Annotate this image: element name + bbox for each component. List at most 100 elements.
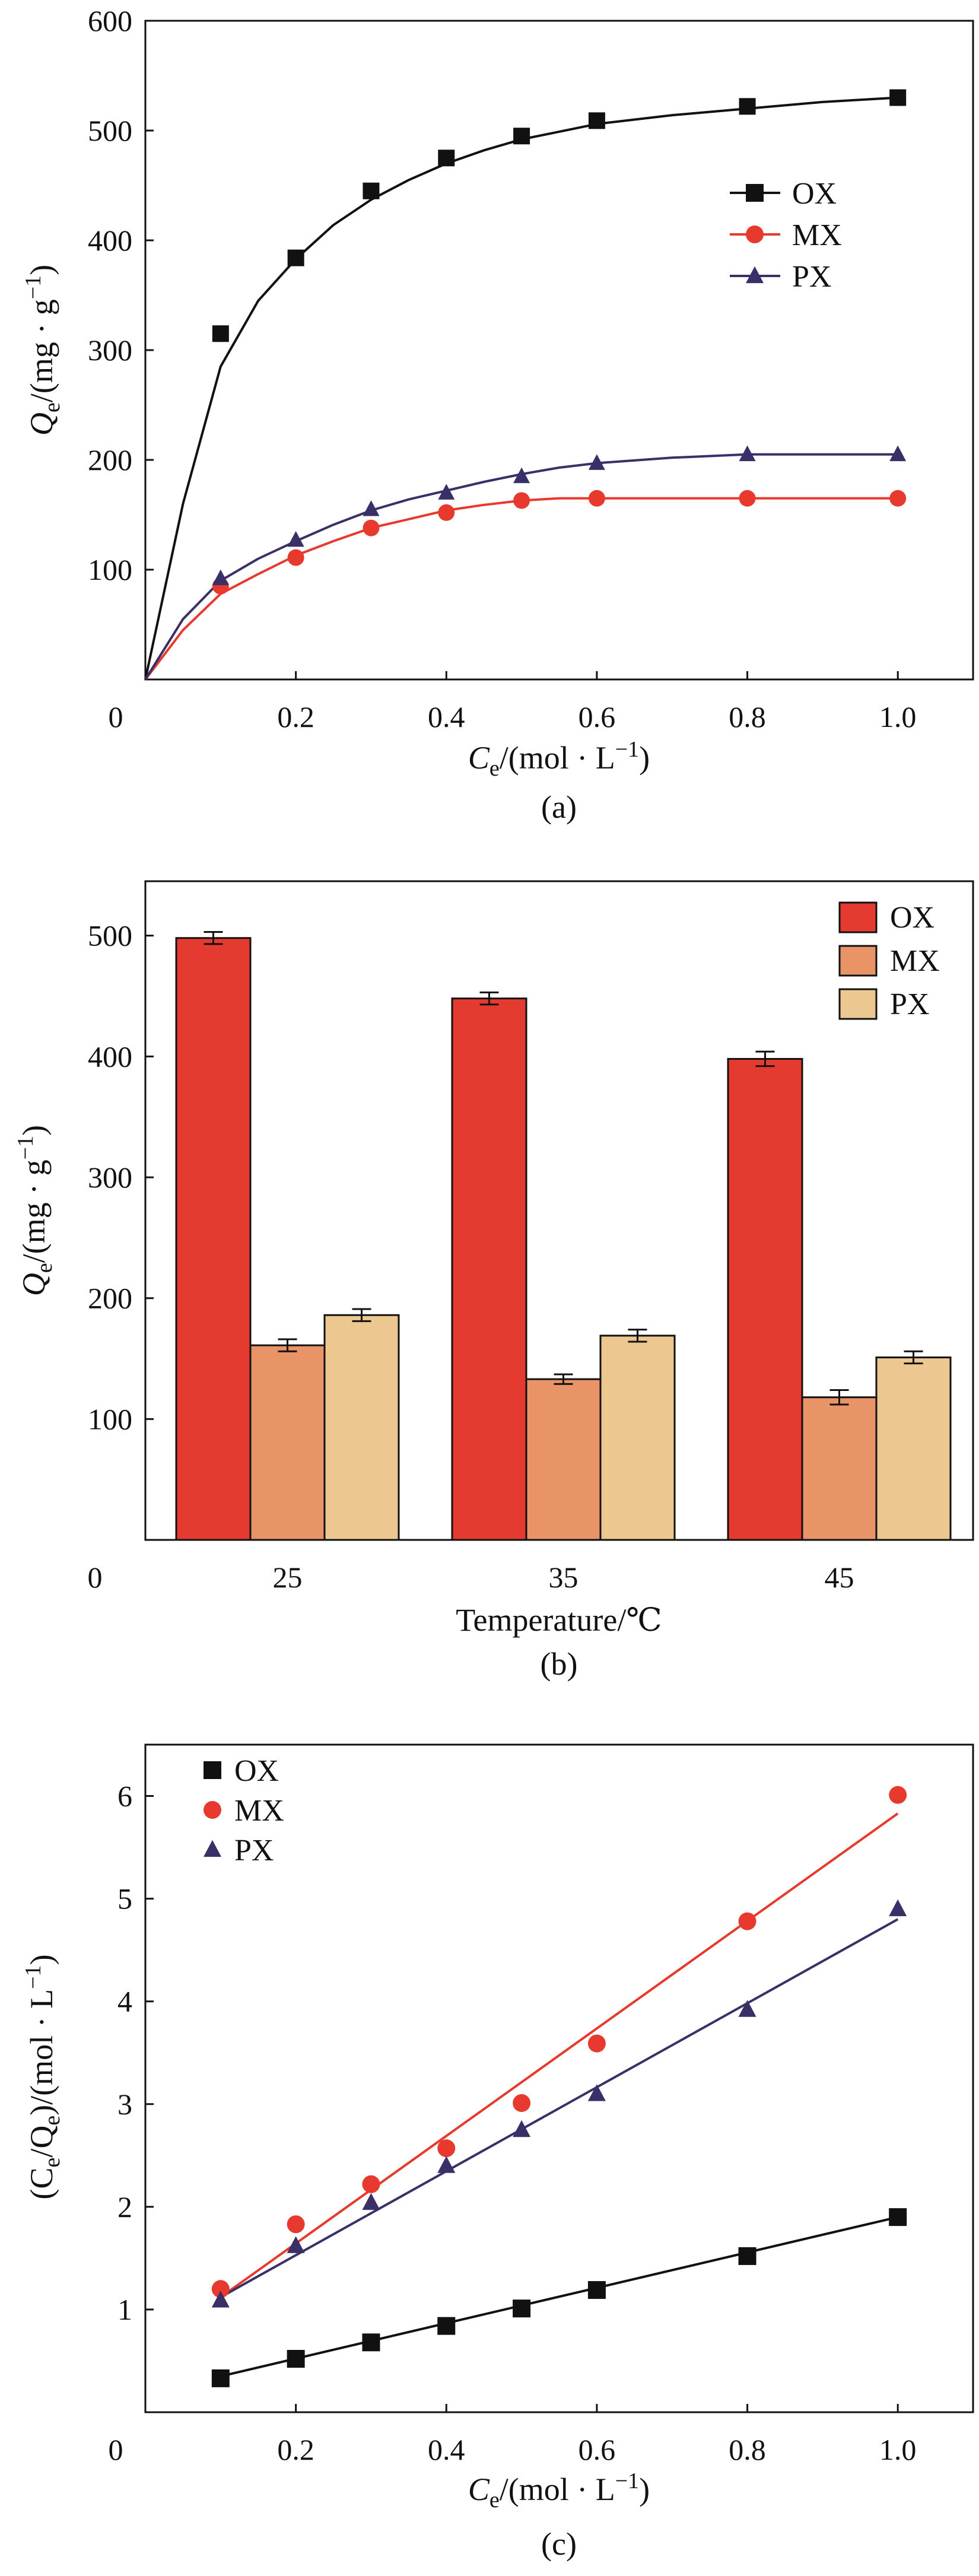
legend-label-ox: OX	[890, 901, 935, 935]
point-mx	[437, 2139, 456, 2158]
point-mx	[362, 2175, 380, 2193]
fit-lines-c	[220, 1812, 899, 2378]
legend-label-px: PX	[792, 260, 831, 294]
plot-frame-c	[144, 1743, 974, 2413]
legend-c: OX MX PX	[204, 1754, 284, 1867]
legend-label-mx: MX	[792, 218, 842, 252]
x-tick-label-c: 0.4	[428, 2433, 465, 2466]
y-tick-label-a: 600	[88, 4, 132, 37]
ticks-c: 1 2 3 4 5 6 0.2 0.4 0.6 0.8 1.0	[117, 1780, 916, 2466]
fit-curve-mx	[144, 497, 898, 681]
legend-label-mx: MX	[234, 1794, 284, 1828]
fit-curve-px	[144, 453, 898, 681]
point-ox	[362, 2333, 380, 2352]
point-ox	[513, 2299, 531, 2318]
point-ox	[363, 182, 380, 199]
y-axis-title-c: (Ce/Qe)/(mol · L−1)	[21, 1954, 65, 2199]
origin-label-c: 0	[109, 2433, 123, 2466]
point-ox	[212, 325, 229, 342]
fit-curves-a	[144, 96, 898, 681]
fit-line-mx	[220, 1812, 899, 2298]
point-mx	[739, 490, 756, 507]
point-mx	[588, 490, 605, 507]
x-tick-label-c: 0.6	[578, 2433, 616, 2466]
point-px	[211, 2291, 230, 2308]
x-axis-title-c: Ce/(mol · L−1)	[468, 2469, 650, 2513]
x-tick-label-c: 1.0	[879, 2433, 917, 2466]
legend-label-px: PX	[234, 1834, 274, 1867]
y-tick-label-a: 200	[88, 443, 132, 477]
point-mx	[889, 490, 907, 507]
x-tick-label-a: 0.2	[277, 700, 314, 733]
fit-line-px	[220, 1918, 899, 2298]
point-ox	[889, 89, 907, 106]
point-px	[738, 2000, 757, 2017]
point-px	[513, 2120, 531, 2137]
bar-ox-25	[175, 937, 252, 1541]
legend-swatch-px	[838, 988, 878, 1020]
legend-marker-px	[204, 1840, 221, 1857]
point-ox	[587, 2281, 606, 2299]
legend-marker-ox	[746, 184, 764, 202]
legend-marker-ox	[204, 1761, 221, 1779]
legend-swatch-ox	[838, 901, 878, 933]
point-px	[212, 569, 229, 586]
y-tick-label-b: 100	[88, 1402, 132, 1435]
fit-curve-ox	[144, 96, 898, 680]
y-tick-label-a: 300	[88, 333, 132, 367]
x-tick-label-b: 35	[549, 1561, 578, 1594]
y-tick-label-b: 400	[88, 1040, 132, 1073]
bar-mx-45	[801, 1396, 878, 1541]
x-tick-label-a: 0.4	[428, 700, 465, 733]
point-mx	[287, 549, 304, 566]
ticks-b: 100 200 300 400 500 25 35 45	[88, 919, 854, 1594]
y-tick-label-b: 300	[88, 1161, 132, 1194]
point-mx	[513, 492, 530, 509]
point-ox	[287, 249, 304, 266]
x-tick-label-b: 25	[273, 1561, 303, 1594]
legend-label-px: PX	[890, 987, 929, 1021]
x-tick-label-a: 0.6	[578, 700, 616, 733]
point-px	[287, 2236, 305, 2253]
point-mx	[513, 2094, 531, 2113]
point-ox	[287, 2350, 305, 2368]
panel-label-c: (c)	[541, 2526, 577, 2562]
x-tick-label-a: 1.0	[879, 700, 917, 733]
point-ox	[438, 150, 455, 167]
y-tick-label-c: 6	[117, 1780, 132, 1813]
x-tick-label-a: 0.8	[729, 700, 766, 733]
legend-swatch-mx	[838, 945, 878, 977]
point-px	[363, 500, 380, 516]
legend-marker-mx	[204, 1801, 221, 1819]
bar-mx-25	[249, 1344, 326, 1541]
point-mx	[211, 2280, 230, 2298]
point-mx	[438, 504, 455, 521]
legend-b: OX MX PX	[838, 901, 940, 1021]
y-axis-title-b: Qe/(mg · g−1)	[13, 1125, 57, 1296]
y-tick-label-a: 100	[88, 553, 132, 586]
y-tick-label-a: 400	[88, 224, 132, 257]
panel-label-a: (a)	[541, 789, 577, 825]
legend-marker-mx	[746, 225, 764, 243]
bar-ox-45	[727, 1057, 803, 1541]
point-px	[437, 2156, 456, 2173]
x-tick-label-c: 0.2	[277, 2433, 314, 2466]
data-points-a	[212, 89, 907, 595]
origin-label-a: 0	[109, 700, 123, 733]
point-ox	[588, 112, 605, 129]
ticks-a: 100 200 300 400 500 600 0.2 0.4 0.6 0.8 1.0	[88, 4, 916, 733]
y-tick-label-c: 1	[117, 2293, 132, 2326]
legend-label-mx: MX	[890, 944, 940, 978]
point-px	[588, 454, 605, 470]
bar-px-35	[599, 1335, 676, 1541]
point-ox	[739, 98, 756, 115]
point-ox	[513, 128, 530, 145]
point-px	[587, 2084, 606, 2101]
y-tick-label-c: 4	[117, 1985, 132, 2018]
y-tick-label-b: 200	[88, 1282, 132, 1315]
point-mx	[287, 2215, 305, 2234]
legend-label-ox: OX	[234, 1754, 279, 1788]
y-tick-label-a: 500	[88, 114, 132, 147]
point-px	[362, 2193, 380, 2210]
